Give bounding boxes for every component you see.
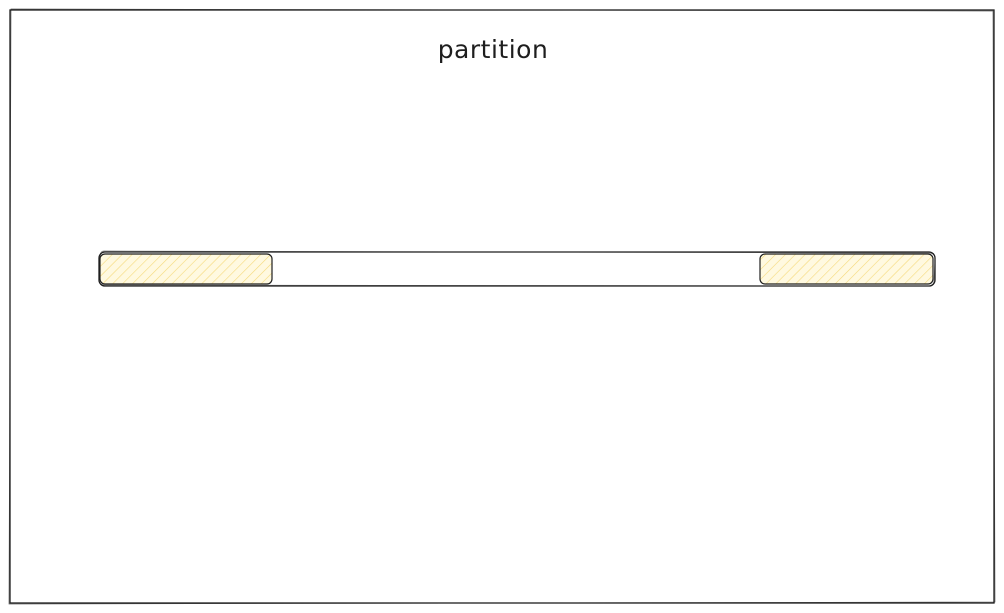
- diagram-title: partition: [438, 35, 549, 64]
- outer-frame: [8, 8, 996, 605]
- partition-segment-right: [759, 253, 934, 285]
- partition-bar: [98, 250, 936, 287]
- partition-segment-left: [99, 253, 273, 285]
